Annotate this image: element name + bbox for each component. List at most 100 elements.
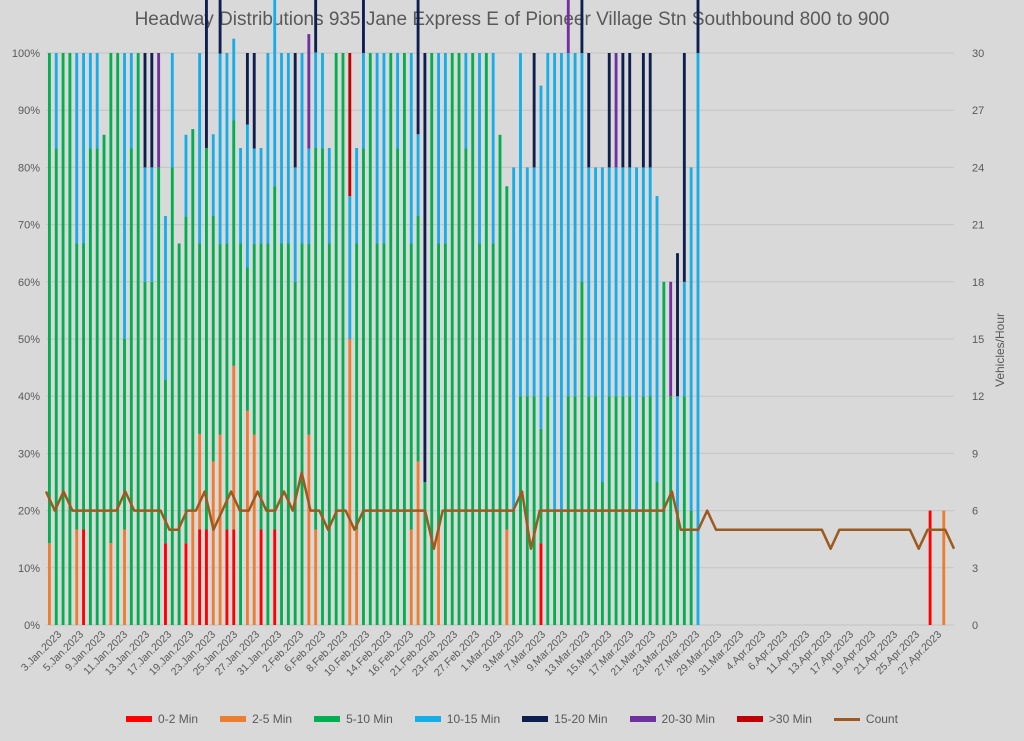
bar-segment [286,243,290,625]
bar-segment [314,0,318,53]
bar-segment [566,0,570,53]
bar-segment [648,53,652,168]
bar-segment [532,396,536,625]
legend-swatch [833,717,860,721]
bar-segment [75,53,79,244]
chart-title: Headway Distributions 935 Jane Express E… [134,9,890,30]
bar-segment [539,428,543,544]
bar-segment [437,243,440,530]
bar-segment [225,53,229,244]
bar-segment [382,243,386,625]
bar-segment [314,147,318,530]
bar-segment [600,482,604,625]
bar-segment [355,243,359,530]
bar-segment [621,53,625,168]
y2-axis-label: Vehicles/Hour [993,312,1007,388]
bar-segment [928,510,932,625]
bar-segment [136,53,140,625]
bar-segment [409,529,413,625]
bar-segment [525,167,529,397]
bar-segment [327,243,331,625]
legend-swatch [414,716,441,722]
bar-segment [491,243,495,625]
bar-segment [266,53,270,244]
bar-segment [239,243,243,625]
bar-segment [211,216,215,462]
bar-segment [198,243,202,434]
bar-segment [505,186,509,530]
bar-segment [416,134,420,217]
y2-tick-label: 27 [972,105,984,117]
bar-segment [628,53,632,168]
bar-segment [457,53,461,625]
bar-segment [655,482,659,625]
y2-tick-label: 9 [972,448,978,460]
bar-segment [129,53,133,149]
legend: 0-2 Min 2-5 Min 5-10 Min 10-15 Min 15-20 Min… [0,712,1024,726]
bar-segment [648,167,652,397]
legend-swatch [629,716,656,722]
y-tick-label: 30% [18,448,40,460]
y-tick-label: 0% [24,620,40,632]
bar-segment [355,529,359,625]
bar-segment [676,253,679,397]
bar-segment [641,167,645,397]
bar-segment [409,243,413,530]
bar-segment [150,53,154,168]
bar-segment [232,120,236,366]
bar-segment [655,196,659,482]
bar-segment [607,53,611,168]
bar-segment [546,53,550,397]
legend-item: Count [833,712,898,726]
bar-segment [75,529,79,625]
bar-segment [143,281,147,625]
legend-label: Count [865,712,898,726]
bar-segment [82,243,85,530]
bar-segment [232,38,236,121]
bar-segment [273,529,277,625]
bar-segment [88,148,92,626]
legend-label: 15-20 Min [554,712,608,726]
bar-segment [498,134,502,625]
bar-segment [157,167,161,625]
bar-segment [450,53,454,625]
bar-segment [47,53,51,544]
bar-segment [689,167,693,511]
bar-segment [437,529,440,625]
bar-segment [580,0,584,53]
bar-segment [191,129,195,511]
bar-segment [553,53,557,511]
bar-segment [211,461,215,625]
bar-segment [362,148,365,626]
bar-segment [245,124,249,268]
bar-segment [443,53,447,244]
bar-segment [198,53,202,244]
bar-segment [54,53,58,149]
bar-segment [607,167,611,397]
bar-segment [641,53,645,168]
bar-segment [184,543,188,625]
bar-segment [580,281,584,625]
y-tick-label: 70% [18,220,40,232]
bar-segment [478,53,481,244]
bar-segment [95,148,99,626]
y2-tick-label: 30 [972,48,984,60]
legend-label: >30 Min [768,712,812,726]
bar-segment [82,53,85,244]
y2-tick-label: 24 [972,162,984,174]
bar-segment [621,167,625,397]
bar-segment [205,529,208,625]
bar-segment [942,510,946,625]
y2-tick-label: 18 [972,277,984,289]
bar-segment [143,53,147,168]
y-tick-label: 60% [18,277,40,289]
legend-swatch [220,716,247,722]
bar-segment [560,510,563,625]
bar-segment [232,529,236,625]
bar-segment [355,147,359,244]
bar-segment [205,0,208,148]
legend-label: 5-10 Min [346,712,393,726]
bar-segment [314,529,318,625]
bar-segment [566,53,570,397]
